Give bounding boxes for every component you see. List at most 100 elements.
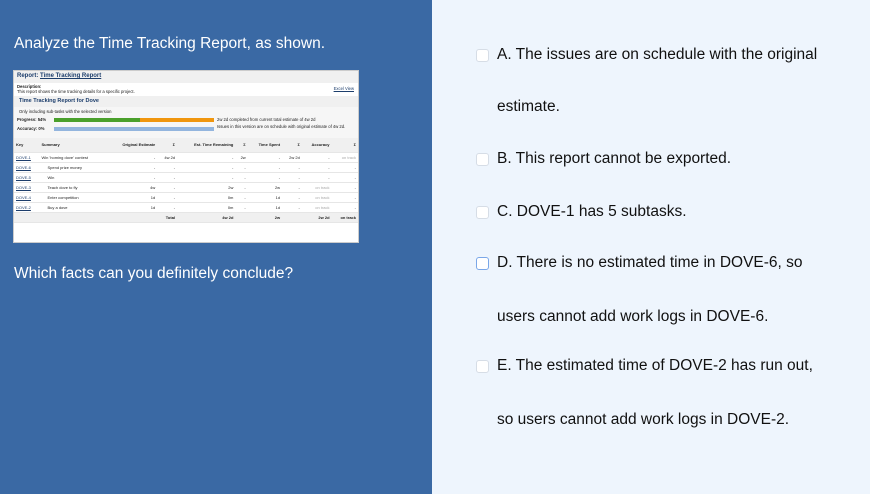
checkbox[interactable]	[476, 48, 489, 62]
checkbox[interactable]	[476, 256, 489, 270]
table-cell: Enter competition	[39, 192, 108, 203]
table-cell: -	[247, 162, 283, 173]
table-cell: -	[235, 192, 248, 203]
table-cell: -	[107, 152, 158, 163]
table-cell: Teach dove to fly	[39, 182, 108, 193]
table-cell: -	[331, 172, 358, 183]
table-row: DOVE-4 Enter competition 1d -0m -1d - on track…	[14, 192, 358, 203]
options-panel	[432, 0, 870, 494]
table-cell: 1d	[247, 202, 283, 213]
table-cell: -	[157, 162, 178, 173]
table-cell: -	[157, 172, 178, 183]
table-cell: -	[235, 182, 248, 193]
report-description: Description: This report shows the time …	[14, 83, 358, 96]
table-cell: Win	[39, 172, 108, 183]
table-cell: -	[282, 192, 302, 203]
column-header: Σ	[282, 138, 302, 153]
report-screenshot: Report: Time Tracking Report Description…	[13, 70, 359, 243]
column-header: Est. Time Remaining	[177, 138, 236, 153]
option-d[interactable]: D. There is no estimated time in DOVE-6,…	[476, 254, 803, 272]
option-text: E. The estimated time of DOVE-2 has run …	[497, 357, 813, 374]
description-text: This report shows the time tracking deta…	[17, 89, 135, 94]
table-cell: on track	[331, 152, 358, 163]
table-cell: 0m	[177, 202, 236, 213]
table-cell: -	[107, 162, 158, 173]
option-text: B. This report cannot be exported.	[497, 150, 732, 167]
progress-section: Progress: 54% 2w 2d completed from curre…	[14, 116, 358, 138]
table-cell: -	[157, 202, 178, 213]
report-label: Report:	[17, 73, 39, 79]
table-cell: -	[247, 172, 283, 183]
table-row: DOVE-6 Spend prize money - - - - - - - -	[14, 162, 358, 173]
issue-key-link[interactable]: DOVE-2	[14, 202, 40, 213]
option-text: A. The issues are on schedule with the o…	[497, 46, 818, 63]
accuracy-bar	[54, 127, 214, 131]
table-cell: 1d	[247, 192, 283, 203]
column-header: Time Spent	[247, 138, 283, 153]
table-cell: 2w	[247, 182, 283, 193]
option-e[interactable]: E. The estimated time of DOVE-2 has run …	[476, 357, 813, 375]
question-panel: Analyze the Time Tracking Report, as sho…	[0, 0, 432, 494]
table-cell: -	[282, 182, 302, 193]
table-cell: -	[282, 172, 302, 183]
table-cell: on track	[301, 202, 332, 213]
total-row: Total 4w 2d 2w 2w 2d on track	[14, 212, 358, 223]
issue-key-link[interactable]: DOVE-1	[14, 152, 40, 163]
table-cell: -	[331, 202, 358, 213]
option-b[interactable]: B. This report cannot be exported.	[476, 150, 731, 168]
total-label: Total	[39, 212, 178, 223]
table-cell: -	[177, 172, 236, 183]
accuracy-text: Issues in this version are on schedule w…	[217, 124, 346, 129]
issue-key-link[interactable]: DOVE-3	[14, 182, 40, 193]
report-note: Only including sub-tasks with the select…	[14, 107, 358, 116]
column-header: Σ	[331, 138, 358, 153]
table-cell: Win 'homing dove' contest	[39, 152, 108, 163]
table-cell: -	[282, 202, 302, 213]
table-cell: 2w	[177, 182, 236, 193]
progress-fill	[54, 118, 141, 122]
issue-key-link[interactable]: DOVE-6	[14, 162, 40, 173]
issue-key-link[interactable]: DOVE-4	[14, 192, 40, 203]
column-header: Σ	[157, 138, 178, 153]
table-cell: -	[282, 162, 302, 173]
column-header: Key	[14, 138, 40, 153]
table-cell: -	[235, 202, 248, 213]
table-cell: 1d	[107, 192, 158, 203]
option-a[interactable]: A. The issues are on schedule with the o…	[476, 46, 817, 64]
option-text-continued: users cannot add work logs in DOVE-6.	[497, 308, 769, 325]
table-cell: -	[177, 162, 236, 173]
question-ask: Which facts can you definitely conclude?	[14, 265, 294, 282]
issue-key-link[interactable]: DOVE-5	[14, 172, 40, 183]
table-cell: Buy a dove	[39, 202, 108, 213]
column-header: Original Estimate	[107, 138, 158, 153]
table-cell: -	[235, 162, 248, 173]
table-cell: -	[177, 152, 236, 163]
table-cell: -	[331, 162, 358, 173]
option-text: C. DOVE-1 has 5 subtasks.	[497, 203, 687, 220]
excel-view-link: Excel View	[333, 86, 354, 91]
table-cell: -	[301, 152, 332, 163]
checkbox[interactable]	[476, 359, 489, 373]
table-row: DOVE-3 Teach dove to fly 4w -2w -2w - on track…	[14, 182, 358, 193]
table-cell: -	[247, 152, 283, 163]
progress-bar	[54, 118, 214, 122]
option-text-continued: so users cannot add work logs in DOVE-2.	[497, 411, 790, 428]
table-cell: 2w	[235, 152, 248, 163]
total-value: 4w 2d	[177, 212, 236, 223]
total-value: 2w 2d	[282, 212, 332, 223]
table-cell: Spend prize money	[39, 162, 108, 173]
table-cell: -	[157, 182, 178, 193]
table-cell: -	[331, 192, 358, 203]
table-cell: 4w 2d	[157, 152, 178, 163]
table-cell: 2w 2d	[282, 152, 302, 163]
table-cell: -	[157, 192, 178, 203]
table-cell: 4w	[107, 182, 158, 193]
table-cell: -	[235, 172, 248, 183]
checkbox[interactable]	[476, 152, 489, 166]
table-cell: -	[331, 182, 358, 193]
description-label: Description:	[17, 84, 42, 89]
report-subtitle: Time Tracking Report for Dove	[14, 96, 358, 107]
table-row: DOVE-2 Buy a dove 1d -0m -1d - on track -	[14, 202, 358, 213]
checkbox[interactable]	[476, 205, 489, 219]
option-c[interactable]: C. DOVE-1 has 5 subtasks.	[476, 203, 687, 221]
